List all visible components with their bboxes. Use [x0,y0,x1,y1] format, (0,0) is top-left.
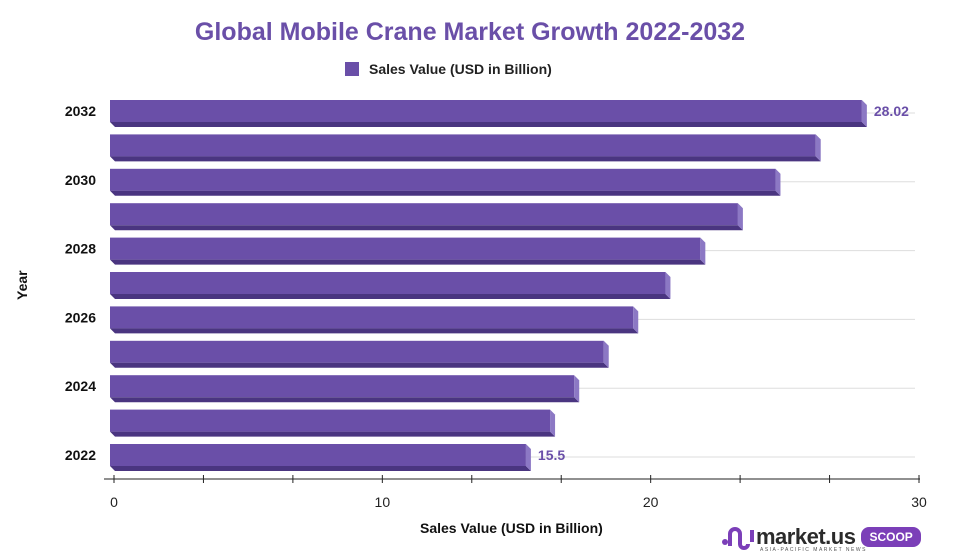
bar-bottom-face [110,294,671,299]
bar-side-face [603,340,609,368]
bar-2031 [110,134,816,157]
y-tick-label: 2026 [65,309,96,325]
bar-bottom-face [110,466,531,471]
bar-bottom-face [110,431,556,437]
y-tick-label: 2028 [65,241,96,257]
bar-2025 [110,340,604,363]
bar-bottom-face [110,397,580,403]
x-tick-label: 20 [643,494,659,510]
logo-tagline: ASIA-PACIFIC MARKET NEWS [760,547,867,553]
legend-label: Sales Value (USD in Billion) [369,61,552,77]
y-tick-label: 2022 [65,447,96,463]
bar-side-face [861,100,867,127]
bar-2028 [110,237,701,260]
bar-side-face [525,444,531,471]
legend: Sales Value (USD in Billion) [345,61,552,77]
scoop-badge: SCOOP [861,527,921,547]
x-axis-label: Sales Value (USD in Billion) [420,520,603,536]
bar-side-face [665,272,671,299]
bar-side-face [815,134,821,162]
data-label: 28.02 [874,103,909,119]
bar-2023 [110,409,551,432]
bar-side-face [633,306,639,334]
bar-bottom-face [110,156,821,162]
x-tick-label: 10 [375,494,391,510]
bar-2024 [110,375,575,398]
data-label: 15.5 [538,447,565,463]
x-tick-label: 30 [911,494,927,510]
bar-2030 [110,168,776,191]
y-tick-label: 2024 [65,378,96,394]
legend-swatch [345,62,359,76]
bar-bottom-face [110,259,706,265]
logo-text: market.us [756,524,856,549]
bar-side-face [775,168,781,196]
bar-2027 [110,272,666,294]
bar-side-face [737,203,743,231]
bar-2029 [110,203,738,226]
bar-bottom-face [110,225,743,231]
x-tick-label: 0 [110,494,118,510]
y-tick-label: 2030 [65,172,96,188]
bar-side-face [550,409,556,437]
bar-side-face [700,237,706,265]
bar-bottom-face [110,122,867,127]
bar-2022 [110,444,526,466]
chart-title: Global Mobile Crane Market Growth 2022-2… [194,18,746,46]
bar-2032 [110,100,862,122]
bar-bottom-face [110,190,781,196]
bar-bottom-face [110,328,639,334]
logo-icon [722,527,754,550]
bar-2026 [110,306,634,329]
y-tick-label: 2032 [65,103,96,119]
bar-bottom-face [110,362,609,368]
logo: market.us ASIA-PACIFIC MARKET NEWS SCOOP [720,524,921,553]
bar-side-face [574,375,580,403]
